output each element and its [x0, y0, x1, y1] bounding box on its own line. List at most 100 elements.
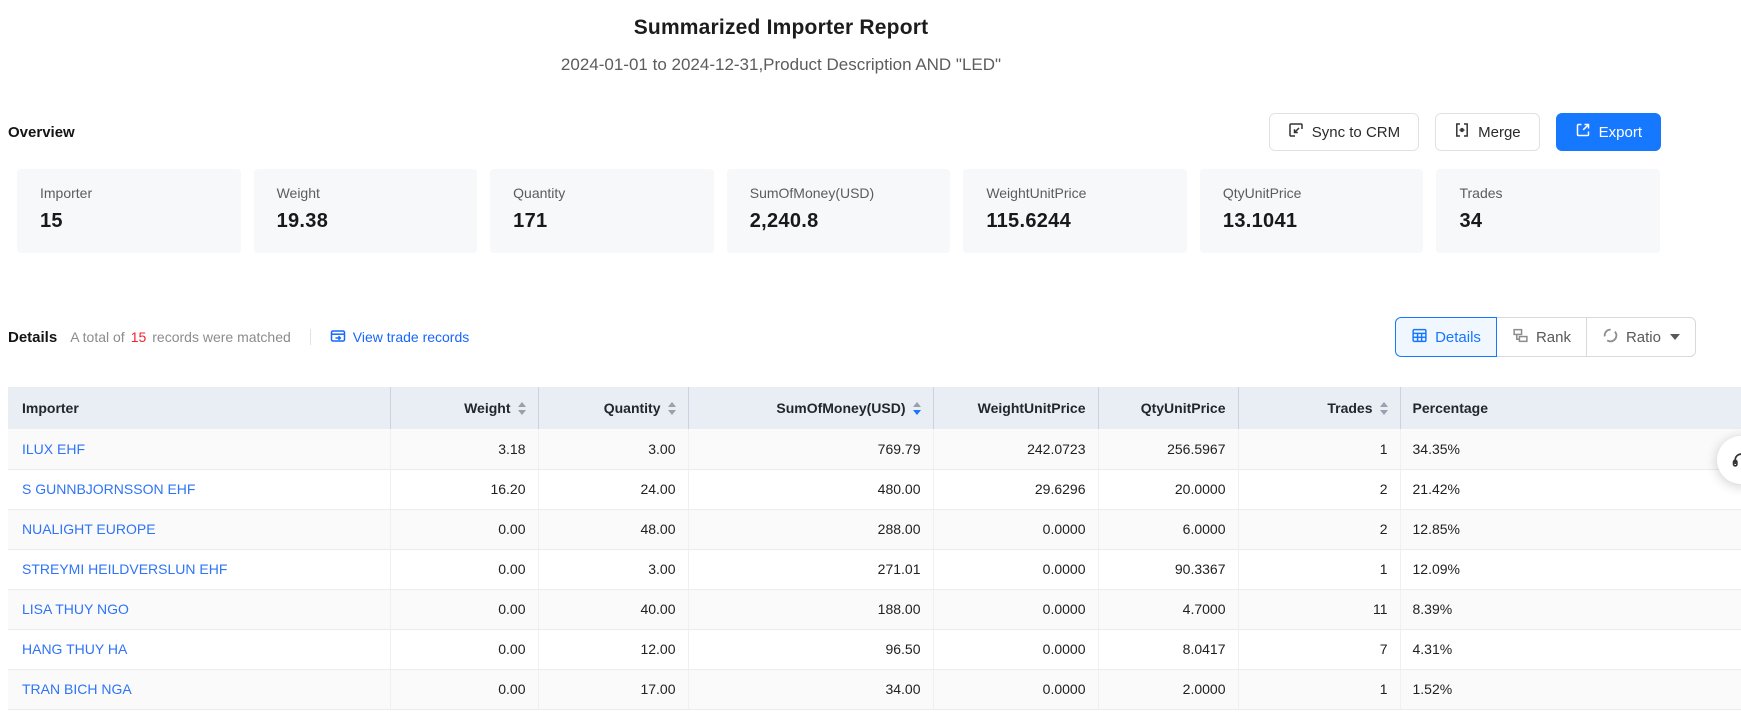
stat-card-label: Quantity [513, 185, 566, 201]
sort-icon[interactable] [517, 401, 526, 415]
sort-icon[interactable] [1379, 401, 1388, 415]
stat-card-label: SumOfMoney(USD) [749, 185, 875, 201]
stat-card: QtyUnitPrice 13.1041 [1199, 169, 1424, 253]
importer-link[interactable]: TRAN BICH NGA [22, 681, 132, 697]
cell-percentage: 21.42% [1400, 469, 1741, 510]
column-label: Trades [1327, 400, 1373, 416]
stat-card-value: 15 [40, 210, 63, 232]
cell-qty-unit-price: 4.7000 [1098, 589, 1239, 630]
stat-card-label: Weight [276, 185, 320, 201]
table-row: TRAN BICH NGA 0.00 17.00 34.00 0.0000 2.… [8, 669, 1741, 710]
importer-link[interactable]: STREYMI HEILDVERSLUN EHF [22, 561, 228, 577]
cell-qty-unit-price: 20.0000 [1098, 469, 1239, 510]
sort-icon[interactable] [667, 401, 676, 415]
stat-card: Trades 34 [1436, 169, 1661, 253]
cell-quantity: 3.00 [538, 429, 689, 470]
sync-icon [1288, 122, 1304, 142]
table-grid-icon [1411, 327, 1428, 348]
cell-sum-of-money: 96.50 [688, 629, 934, 670]
cell-quantity: 17.00 [538, 669, 689, 710]
match-count: 15 [130, 329, 147, 345]
column-header-importer: Importer [8, 387, 391, 429]
table-row: HANG THUY HA 0.00 12.00 96.50 0.0000 8.0… [8, 629, 1741, 670]
stat-card-value: 171 [513, 210, 548, 232]
cell-qty-unit-price: 8.0417 [1098, 629, 1239, 670]
cell-percentage: 8.39% [1400, 589, 1741, 630]
cell-qty-unit-price: 90.3367 [1098, 549, 1239, 590]
importer-link[interactable]: ILUX EHF [22, 440, 86, 457]
stat-card: SumOfMoney(USD) 2,240.8 [726, 169, 951, 253]
column-label: WeightUnitPrice [977, 400, 1086, 416]
cell-weight-unit-price: 0.0000 [933, 509, 1099, 550]
stat-card-label: QtyUnitPrice [1222, 185, 1302, 201]
merge-button[interactable]: Merge [1435, 113, 1540, 151]
cell-trades: 1 [1238, 669, 1401, 710]
cell-quantity: 12.00 [538, 629, 689, 670]
view-trade-records-link[interactable]: View trade records [330, 328, 469, 347]
cell-percentage: 1.52% [1400, 669, 1741, 710]
cell-weight: 0.00 [390, 629, 539, 670]
importer-link[interactable]: HANG THUY HA [22, 641, 128, 657]
section-label-overview: Overview [8, 123, 75, 141]
details-section-label: Details [8, 328, 58, 346]
details-bar: Details A total of 15 records were matched… [8, 317, 1696, 357]
cell-weight: 0.00 [390, 549, 539, 590]
tab-ratio[interactable]: Ratio [1585, 317, 1696, 357]
export-icon [1575, 122, 1591, 142]
column-header-weight[interactable]: Weight [390, 387, 539, 429]
cell-sum-of-money: 480.00 [688, 469, 934, 510]
cell-qty-unit-price: 2.0000 [1098, 669, 1239, 710]
cell-weight-unit-price: 0.0000 [933, 669, 1099, 710]
importer-link[interactable]: NUALIGHT EUROPE [22, 521, 156, 537]
cell-weight: 0.00 [390, 589, 539, 630]
stat-card-value: 19.38 [276, 210, 329, 232]
table-row: ILUX EHF 3.18 3.00 769.79 242.0723 256.5… [8, 429, 1741, 470]
table-row: LISA THUY NGO 0.00 40.00 188.00 0.0000 4… [8, 589, 1741, 630]
sync-to-crm-button[interactable]: Sync to CRM [1268, 113, 1420, 151]
export-button[interactable]: Export [1555, 113, 1661, 151]
tab-rank-label: Rank [1535, 328, 1571, 346]
export-button-label: Export [1598, 123, 1642, 141]
importer-link[interactable]: S GUNNBJORNSSON EHF [22, 481, 196, 497]
column-header-trades[interactable]: Trades [1238, 387, 1401, 429]
matched-prefix: A total of [70, 329, 125, 345]
cell-trades: 7 [1238, 629, 1401, 670]
cell-quantity: 24.00 [538, 469, 689, 510]
table-row: S GUNNBJORNSSON EHF 16.20 24.00 480.00 2… [8, 469, 1741, 510]
cell-weight: 3.18 [390, 429, 539, 470]
column-label: Quantity [603, 400, 661, 416]
cell-weight-unit-price: 0.0000 [933, 589, 1099, 630]
tab-details[interactable]: Details [1395, 317, 1497, 357]
cell-sum-of-money: 188.00 [688, 589, 934, 630]
page-subtitle: 2024-01-01 to 2024-12-31,Product Descrip… [560, 55, 1002, 74]
cell-percentage: 4.31% [1400, 629, 1741, 670]
table-row: NUALIGHT EUROPE 0.00 48.00 288.00 0.0000… [8, 509, 1741, 550]
view-switcher: Details Rank Ratio [1395, 317, 1696, 357]
window-arrow-icon [330, 328, 346, 347]
cell-weight: 16.20 [390, 469, 539, 510]
stat-card-value: 13.1041 [1222, 210, 1298, 232]
sort-icon-active-desc[interactable] [912, 401, 921, 415]
sync-button-label: Sync to CRM [1311, 123, 1401, 141]
merge-icon [1454, 122, 1470, 142]
cell-weight-unit-price: 29.6296 [933, 469, 1099, 510]
column-header-quantity[interactable]: Quantity [538, 387, 689, 429]
importer-link[interactable]: LISA THUY NGO [22, 601, 129, 617]
column-label: Percentage [1412, 400, 1488, 416]
cell-weight: 0.00 [390, 669, 539, 710]
stat-card-value: 34 [1459, 210, 1483, 232]
cell-quantity: 40.00 [538, 589, 689, 630]
stat-card-label: Importer [40, 185, 93, 201]
table-row: STREYMI HEILDVERSLUN EHF 0.00 3.00 271.0… [8, 549, 1741, 590]
cell-weight-unit-price: 242.0723 [933, 429, 1099, 470]
ratio-refresh-icon [1602, 327, 1619, 348]
cell-qty-unit-price: 256.5967 [1098, 429, 1239, 470]
tab-rank[interactable]: Rank [1495, 317, 1587, 357]
cell-weight: 0.00 [390, 509, 539, 550]
cell-sum-of-money: 271.01 [688, 549, 934, 590]
tab-ratio-label: Ratio [1625, 328, 1661, 346]
cell-sum-of-money: 34.00 [688, 669, 934, 710]
column-header-sum-of-money[interactable]: SumOfMoney(USD) [688, 387, 934, 429]
cell-trades: 1 [1238, 429, 1401, 470]
cell-percentage: 12.85% [1400, 509, 1741, 550]
